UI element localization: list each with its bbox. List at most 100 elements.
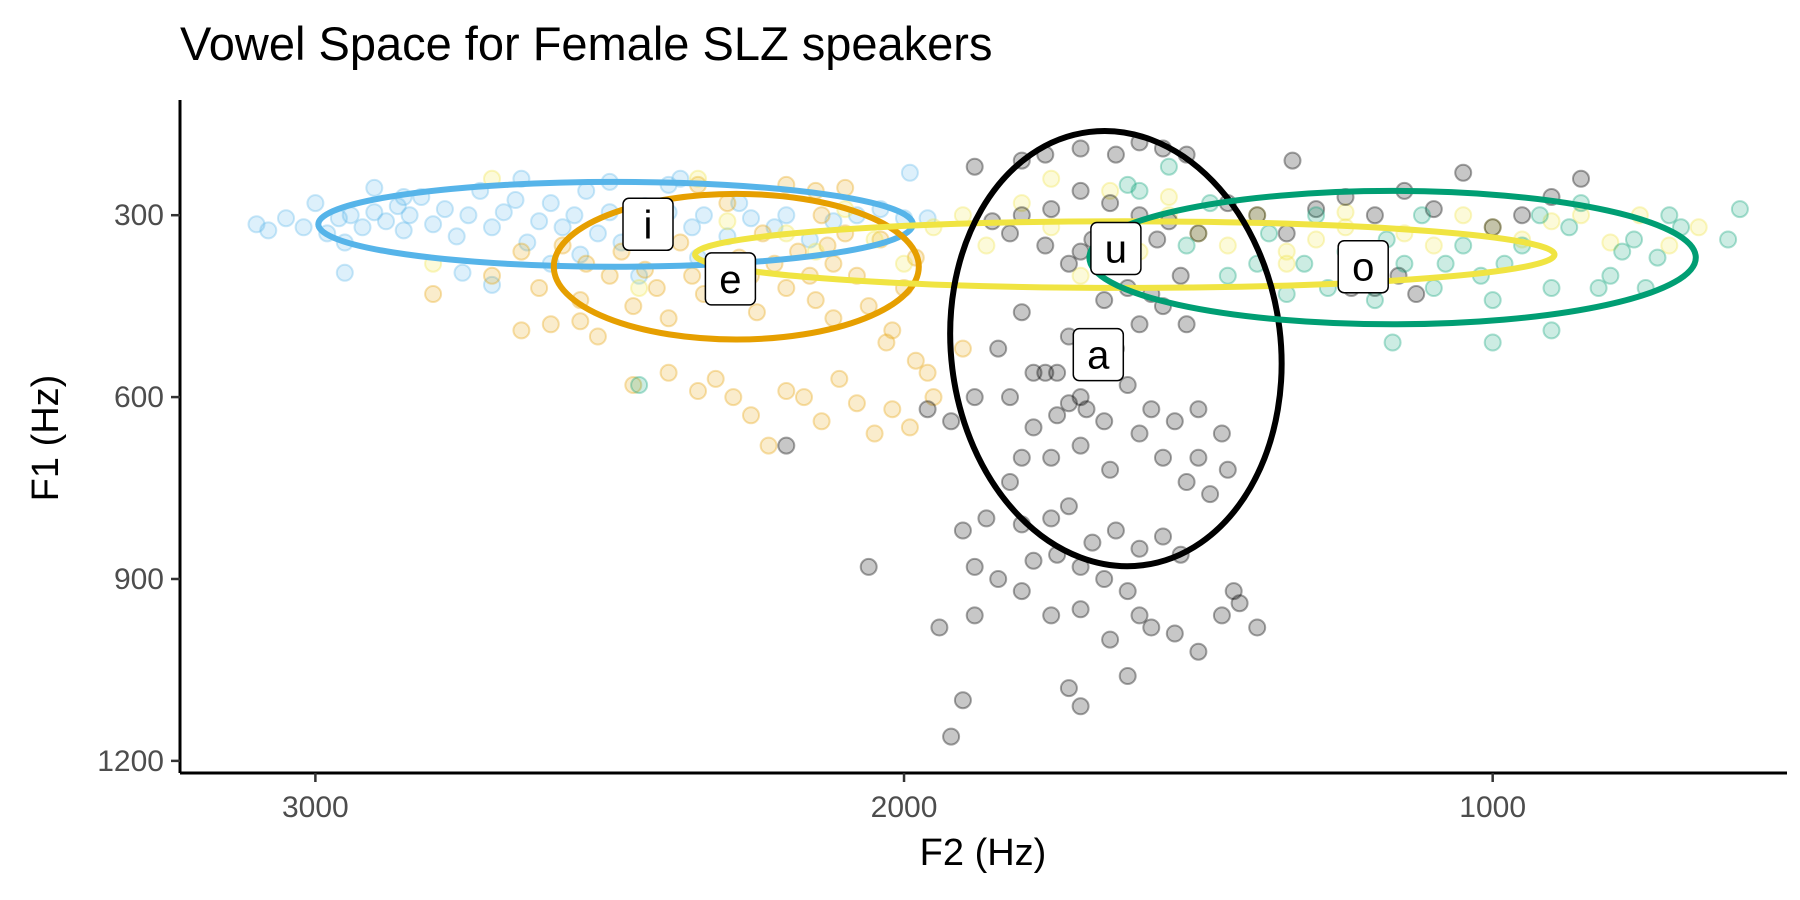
- data-point-u: [1660, 236, 1679, 255]
- data-point-e: [512, 242, 531, 261]
- data-point-u: [1454, 206, 1473, 225]
- data-point-a: [1307, 200, 1326, 219]
- data-point-a: [1118, 376, 1137, 394]
- ellipse-layer: [315, 127, 1699, 570]
- data-point-e: [918, 363, 937, 382]
- data-point-i: [394, 221, 413, 240]
- data-point-i: [742, 209, 760, 228]
- data-point-o: [1424, 279, 1443, 297]
- data-point-o: [1601, 266, 1620, 285]
- data-point-i: [400, 206, 419, 225]
- data-point-a: [1048, 363, 1067, 382]
- data-point-a: [1572, 169, 1590, 188]
- data-point-e: [830, 369, 849, 388]
- data-point-a: [1106, 145, 1125, 164]
- data-point-o: [1730, 200, 1749, 219]
- data-point-e: [906, 351, 925, 370]
- vowel-label-box: [1072, 327, 1125, 382]
- data-point-i: [553, 218, 572, 237]
- data-point-e: [824, 254, 843, 273]
- vowel-label-box: [1090, 221, 1142, 276]
- data-point-a: [953, 521, 972, 540]
- data-point-e: [706, 369, 725, 388]
- data-point-o: [1413, 206, 1431, 225]
- data-point-i: [518, 233, 537, 252]
- data-point-o: [1395, 254, 1414, 273]
- data-point-e: [647, 279, 666, 297]
- vowel-label-layer: i e u a o: [622, 197, 1389, 382]
- data-point-o: [1365, 291, 1384, 310]
- data-point-a: [1189, 642, 1208, 661]
- data-point-u: [630, 279, 649, 297]
- data-point-e: [777, 382, 796, 400]
- data-point-e: [530, 279, 549, 297]
- data-point-a: [1365, 206, 1384, 225]
- data-point-u: [1071, 266, 1090, 285]
- data-point-a: [1095, 291, 1114, 310]
- data-point-o: [1660, 206, 1679, 225]
- data-point-o: [1589, 279, 1608, 297]
- data-point-a: [1118, 582, 1137, 601]
- data-point-e: [541, 315, 560, 334]
- data-point-a: [989, 339, 1008, 358]
- data-point-i: [483, 275, 501, 294]
- data-point-a: [1189, 400, 1208, 419]
- data-point-a: [1036, 363, 1055, 382]
- data-point-a: [930, 618, 949, 637]
- vowel-label-box: [1337, 239, 1389, 294]
- data-point-a: [1071, 242, 1090, 261]
- points-layer: [247, 133, 1749, 746]
- data-point-u: [1424, 236, 1443, 255]
- data-point-i: [294, 218, 313, 237]
- data-point-o: [1159, 157, 1178, 176]
- data-point-a: [1036, 236, 1055, 255]
- data-point-e: [759, 436, 778, 455]
- data-point-e: [683, 266, 702, 285]
- data-point-a: [1042, 448, 1061, 467]
- data-point-e: [424, 285, 443, 303]
- data-point-a: [1212, 606, 1231, 625]
- data-point-o: [1719, 230, 1738, 249]
- data-point-a: [1071, 139, 1090, 158]
- data-point-u: [1542, 212, 1561, 231]
- data-point-a: [859, 557, 878, 576]
- data-point-a: [1042, 606, 1061, 625]
- data-point-i: [777, 206, 796, 225]
- data-point-e: [571, 312, 590, 331]
- data-point-a: [1189, 448, 1208, 467]
- data-point-i: [365, 178, 384, 197]
- data-point-a: [1165, 412, 1184, 431]
- vowel-label-e: e: [704, 252, 757, 306]
- data-point-e: [883, 321, 902, 340]
- data-point-u: [718, 212, 737, 231]
- y-tick-label: 900: [114, 563, 164, 596]
- data-point-i: [494, 203, 513, 222]
- data-point-i: [377, 212, 395, 231]
- data-point-o: [630, 376, 649, 394]
- data-point-e: [689, 382, 707, 400]
- data-point-a: [1130, 424, 1149, 443]
- data-point-a: [1106, 521, 1125, 540]
- data-point-e: [812, 412, 831, 431]
- data-point-i: [247, 215, 266, 234]
- data-point-a: [1024, 551, 1043, 570]
- data-point-a: [1001, 473, 1019, 491]
- data-point-i: [306, 194, 325, 213]
- data-point-a: [1154, 448, 1172, 467]
- data-point-i: [483, 218, 501, 237]
- data-point-a: [1513, 206, 1532, 225]
- data-point-i: [335, 263, 354, 282]
- data-point-u: [1307, 230, 1326, 249]
- data-point-o: [1118, 175, 1137, 194]
- data-point-e: [483, 266, 501, 285]
- data-point-a: [1142, 618, 1161, 637]
- data-point-a: [1071, 388, 1090, 407]
- data-point-a: [1071, 697, 1090, 716]
- data-point-a: [953, 691, 972, 710]
- data-point-e: [718, 194, 737, 213]
- data-point-e: [865, 424, 884, 443]
- data-point-a: [1424, 200, 1443, 219]
- data-point-a: [1212, 424, 1231, 443]
- data-point-o: [1383, 333, 1402, 352]
